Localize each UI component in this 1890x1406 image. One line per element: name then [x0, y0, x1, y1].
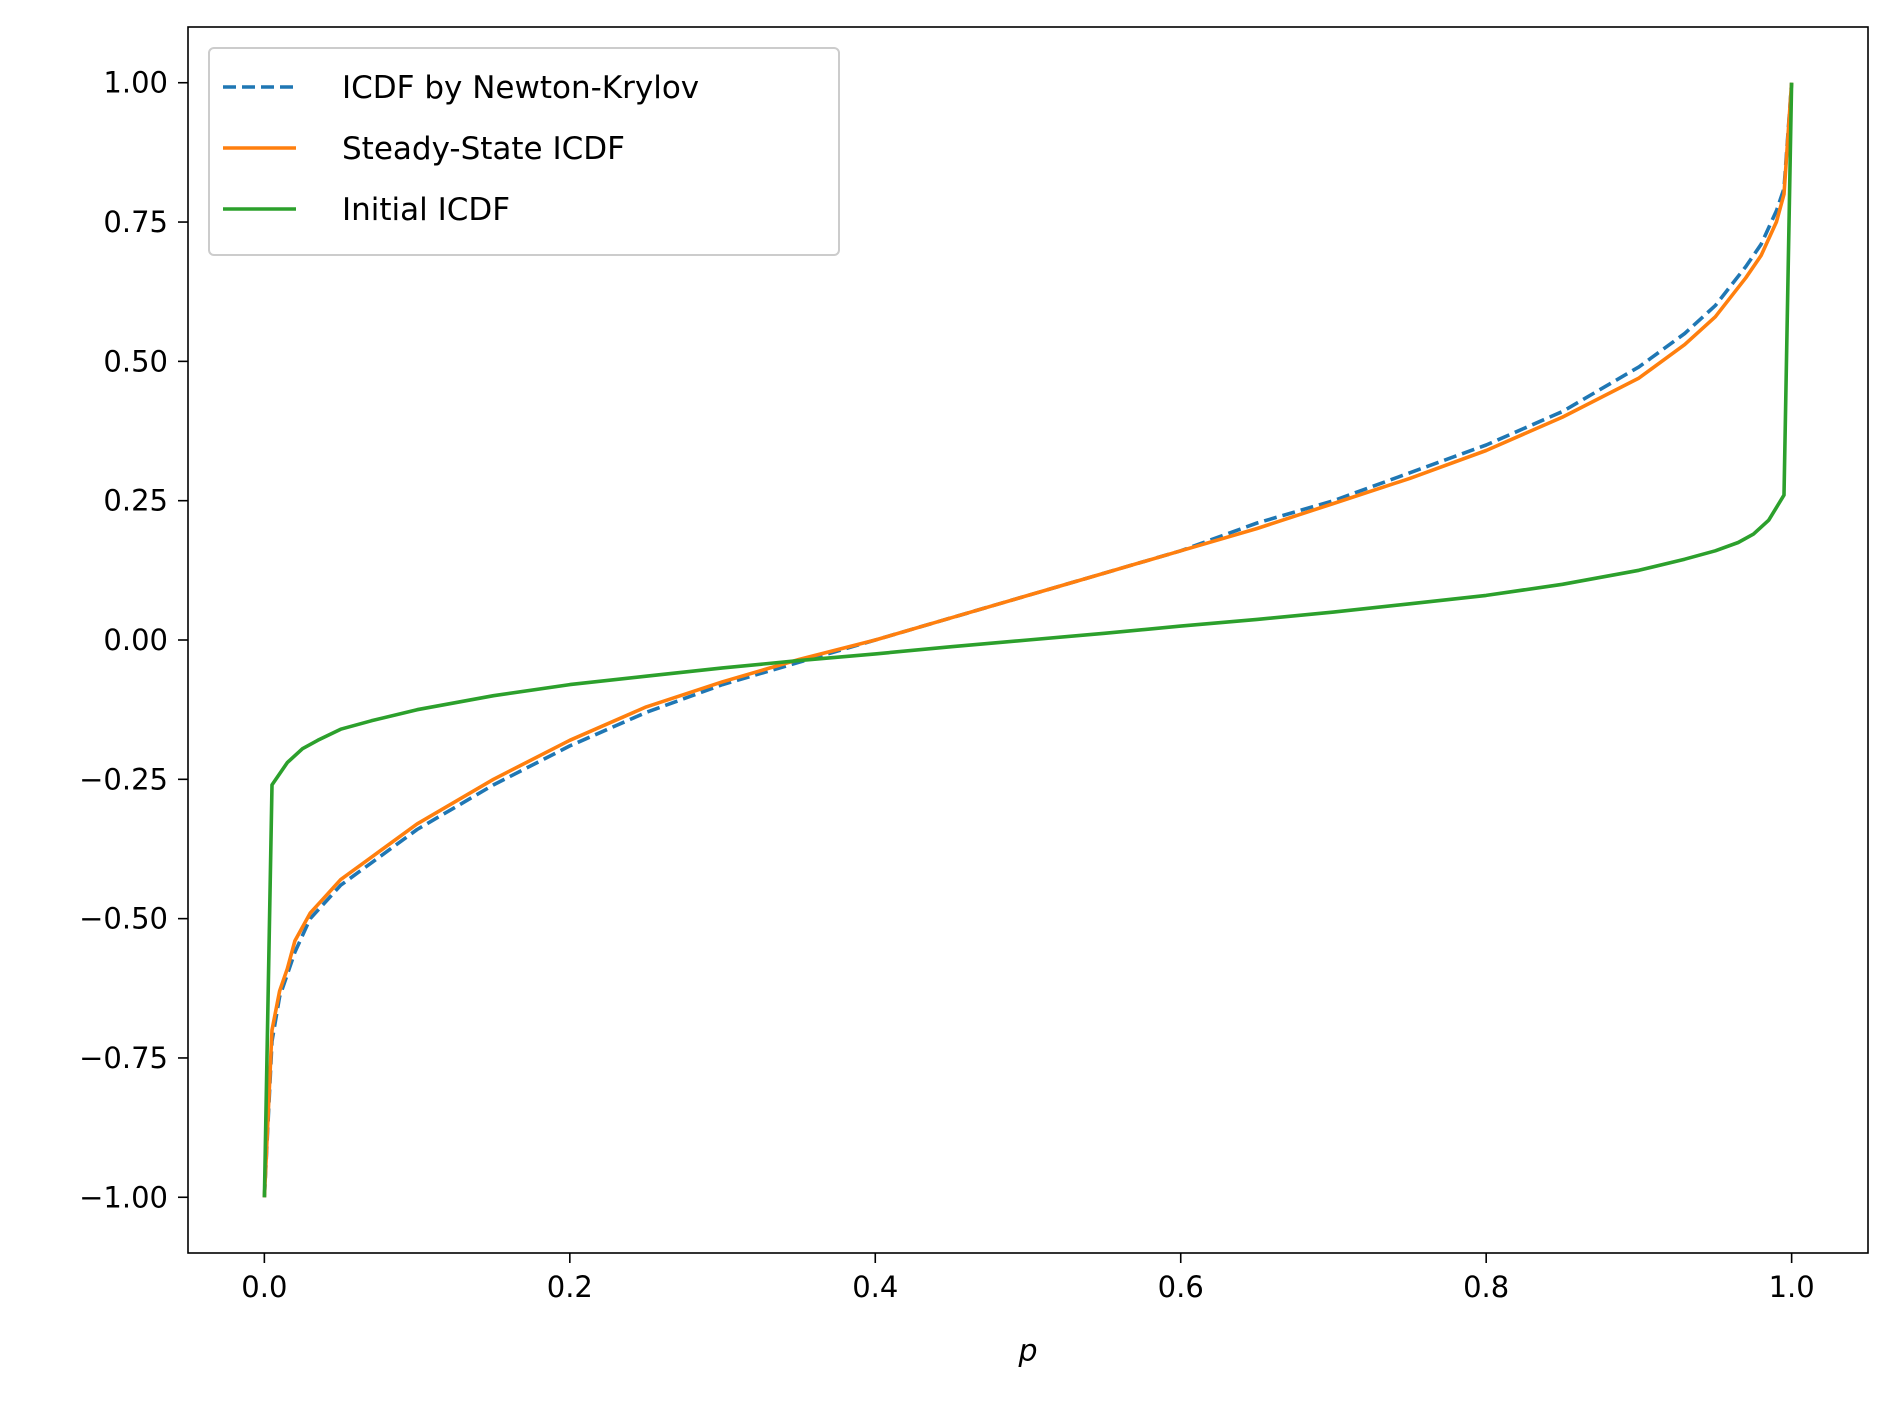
- x-tick-label: 0.8: [1463, 1270, 1509, 1304]
- series-line-3: [262, 82, 1794, 1198]
- x-axis-label: p: [1017, 1334, 1037, 1369]
- x-tick-label: 1.0: [1769, 1270, 1815, 1304]
- series-line-1: [262, 82, 1794, 1198]
- y-tick-label: 0.00: [103, 623, 168, 657]
- y-tick-label: 0.75: [103, 205, 168, 239]
- x-tick-label: 0.2: [547, 1270, 593, 1304]
- legend-box: [208, 47, 840, 256]
- legend: ICDF by Newton-Krylov Steady-State ICDF In…: [208, 47, 840, 256]
- legend-label: ICDF by Newton-Krylov: [342, 70, 699, 106]
- y-tick-label: −1.00: [79, 1180, 168, 1214]
- x-tick-label: 0.6: [1158, 1270, 1204, 1304]
- legend-label: Initial ICDF: [342, 192, 510, 228]
- y-tick-label: −0.75: [79, 1041, 168, 1075]
- x-tick-label: 0.0: [241, 1270, 287, 1304]
- y-tick-label: −0.50: [79, 902, 168, 936]
- y-tick-label: 0.50: [103, 344, 168, 378]
- series-layer: [262, 82, 1794, 1198]
- axes-layer: 0.0 0.2 0.4 0.6 0.8 1.0 −1.00 −0.75 −0.50 −0.25 0.…: [79, 66, 1815, 1304]
- x-tick-label: 0.4: [852, 1270, 898, 1304]
- series-line-2: [262, 82, 1794, 1198]
- y-tick-label: 0.25: [103, 484, 168, 518]
- legend-label: Steady-State ICDF: [342, 131, 625, 167]
- y-tick-label: 1.00: [103, 66, 168, 100]
- legend-items: ICDF by Newton-Krylov Steady-State ICDF In…: [223, 70, 699, 228]
- y-tick-label: −0.25: [79, 762, 168, 796]
